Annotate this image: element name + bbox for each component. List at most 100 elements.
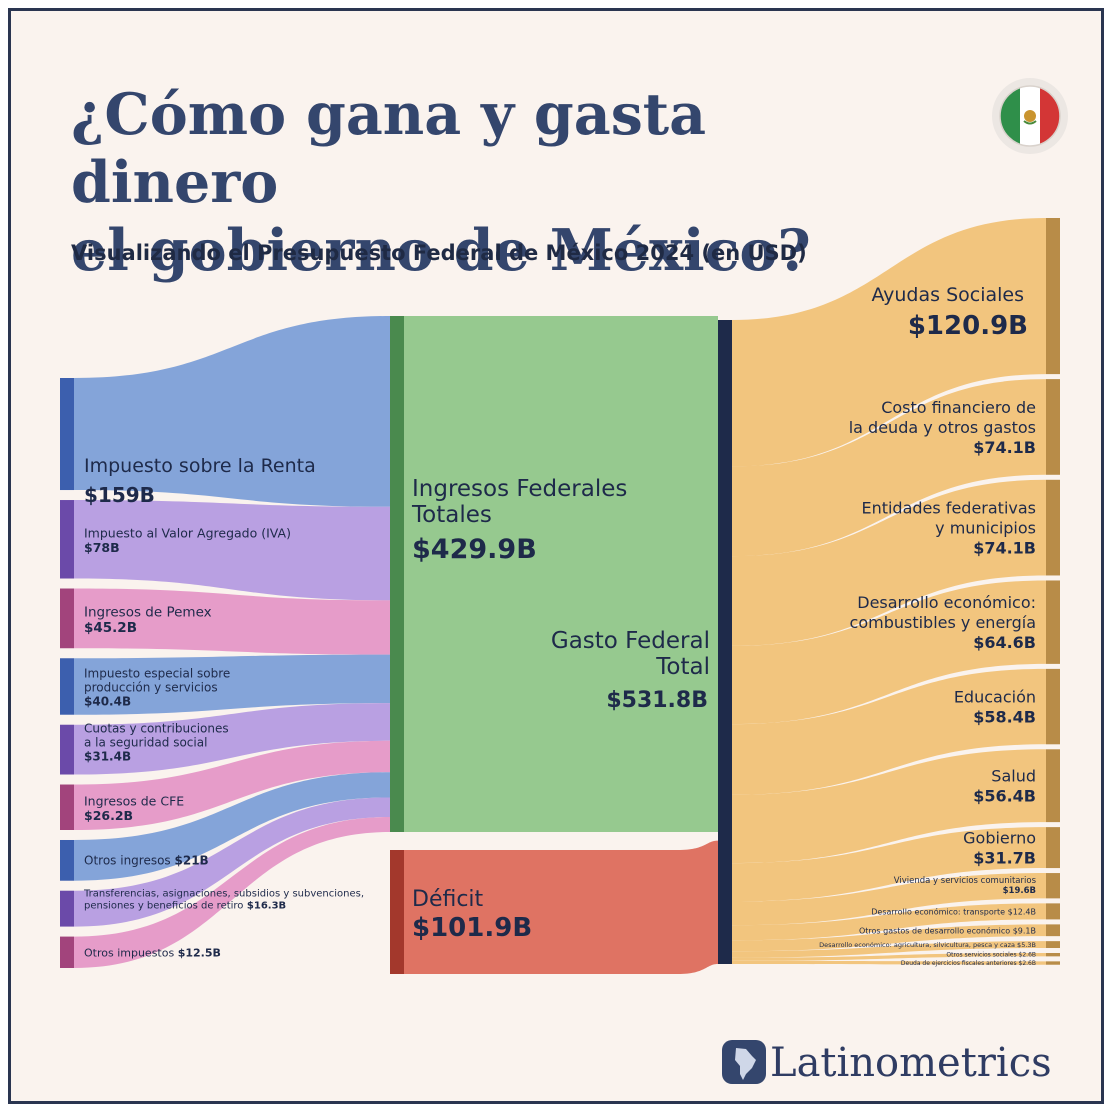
income-bar-5 [60, 784, 74, 830]
total-spending-bar [718, 320, 732, 964]
page-title: ¿Cómo gana y gasta dinero el gobierno de… [71, 81, 931, 285]
income-bar-6 [60, 839, 74, 881]
spending-flow-1 [732, 379, 1046, 557]
income-flow-2 [74, 588, 390, 655]
income-total-bar [390, 316, 404, 832]
total-spending-value: $531.8B [606, 688, 708, 713]
spending-value-3: $64.6B [973, 633, 1036, 652]
income-flow-6 [74, 772, 390, 881]
income-value-4: $31.4B [84, 750, 131, 764]
spending-bar-10 [1046, 941, 1060, 948]
income-bar-1 [60, 500, 74, 579]
income-bar-2 [60, 588, 74, 649]
spending-bar-1 [1046, 379, 1060, 475]
income-label-0: Impuesto sobre la Renta [84, 455, 316, 477]
spending-flow-7 [732, 873, 1046, 926]
spending-bar-4 [1046, 668, 1060, 745]
spending-bar-5 [1046, 749, 1060, 823]
spending-value-6: $31.7B [973, 849, 1036, 868]
spending-flow-8 [732, 903, 1046, 941]
spending-flow-0 [732, 218, 1046, 467]
spending-label-1: Costo financiero de la deuda y otros gast… [849, 398, 1036, 437]
income-flow-8 [74, 817, 390, 968]
income-bar-7 [60, 890, 74, 927]
spending-bar-9 [1046, 924, 1060, 937]
income-label-8: Otros impuestos $12.5B [84, 946, 221, 959]
spending-label-9: Otros gastos de desarrollo económico $9.… [859, 925, 1036, 935]
income-flow-4 [74, 703, 390, 775]
income-label-6: Otros ingresos $21B [84, 853, 209, 867]
spending-flow-6 [732, 827, 1046, 902]
deficit-bar [390, 850, 404, 974]
income-flow-0 [74, 316, 390, 507]
spending-label-5: Salud [991, 767, 1036, 786]
spending-label-7: Vivienda y servicios comunitarios [894, 876, 1037, 886]
income-bar-8 [60, 936, 74, 968]
income-label-2: Ingresos de Pemex [84, 604, 212, 620]
income-value-0: $159B [84, 483, 155, 507]
spending-bar-11 [1046, 953, 1060, 957]
spending-label-4: Educación [954, 688, 1036, 707]
deficit-flow [404, 840, 718, 974]
title-line-1: ¿Cómo gana y gasta dinero [71, 81, 707, 216]
spending-flow-10 [732, 941, 1046, 958]
brand-name: Latinometrics [770, 1040, 1052, 1086]
spending-bar-8 [1046, 903, 1060, 920]
spending-flow-5 [732, 749, 1046, 864]
spending-value-0: $120.9B [908, 311, 1028, 341]
income-total-node [390, 316, 718, 832]
spending-label-12: Deuda de ejercicios fiscales anteriores … [901, 960, 1036, 967]
spending-flow-2 [732, 479, 1046, 646]
spending-bar-0 [1046, 218, 1060, 375]
spending-bar-7 [1046, 873, 1060, 899]
spending-label-6: Gobierno [963, 829, 1036, 848]
income-label-1: Impuesto al Valor Agregado (IVA) [84, 525, 291, 540]
spending-bar-12 [1046, 961, 1060, 965]
spending-value-1: $74.1B [973, 438, 1036, 457]
spending-label-2: Entidades federativas y municipios [861, 499, 1036, 538]
latam-map-icon [722, 1040, 766, 1084]
spending-label-3: Desarrollo económico: combustibles y ener… [850, 593, 1036, 632]
income-value-3: $40.4B [84, 694, 131, 708]
spending-label-0: Ayudas Sociales [871, 284, 1024, 306]
mexico-flag-icon [991, 77, 1069, 155]
income-total-value: $429.9B [412, 534, 537, 565]
income-value-5: $26.2B [84, 808, 133, 823]
income-label-4: Cuotas y contribuciones a la seguridad so… [84, 722, 229, 750]
income-label-3: Impuesto especial sobre producción y serv… [84, 666, 230, 694]
income-total-label: Ingresos Federales Totales [411, 476, 627, 528]
income-bar-3 [60, 658, 74, 715]
income-flow-3 [74, 654, 390, 715]
income-flow-5 [74, 740, 390, 830]
spending-bar-3 [1046, 580, 1060, 664]
income-bar-4 [60, 724, 74, 775]
spending-flow-4 [732, 668, 1046, 795]
spending-value-2: $74.1B [973, 539, 1036, 558]
deficit-label: Déficit [412, 887, 484, 912]
spending-flow-11 [732, 953, 1046, 961]
income-label-7: Transferencias, asignaciones, subsidios … [83, 889, 364, 912]
spending-label-10: Desarrollo económico: agricultura, silvi… [819, 941, 1036, 949]
deficit-value: $101.9B [412, 913, 532, 943]
income-value-1: $78B [84, 540, 120, 555]
spending-label-11: Otros servicios sociales $2.6B [946, 952, 1036, 959]
spending-bar-6 [1046, 827, 1060, 869]
income-label-5: Ingresos de CFE [84, 793, 184, 808]
income-bar-0 [60, 378, 74, 491]
income-value-2: $45.2B [84, 620, 137, 636]
subtitle: Visualizando el Presupuesto Federal de M… [71, 241, 807, 265]
income-flow-7 [74, 797, 390, 927]
total-spending-label: Gasto Federal Total [551, 628, 710, 680]
spending-label-8: Desarrollo económico: transporte $12.4B [871, 906, 1036, 916]
spending-flow-12 [732, 960, 1046, 965]
title-line-2: el gobierno de México? [71, 217, 811, 284]
spending-flow-9 [732, 924, 1046, 952]
spending-value-5: $56.4B [973, 787, 1036, 806]
spending-value-7: $19.6B [1003, 886, 1036, 896]
income-flow-1 [74, 500, 390, 601]
brand-logo: Latinometrics [722, 1038, 1062, 1088]
spending-flow-3 [732, 580, 1046, 725]
spending-value-4: $58.4B [973, 708, 1036, 727]
spending-bar-2 [1046, 479, 1060, 576]
